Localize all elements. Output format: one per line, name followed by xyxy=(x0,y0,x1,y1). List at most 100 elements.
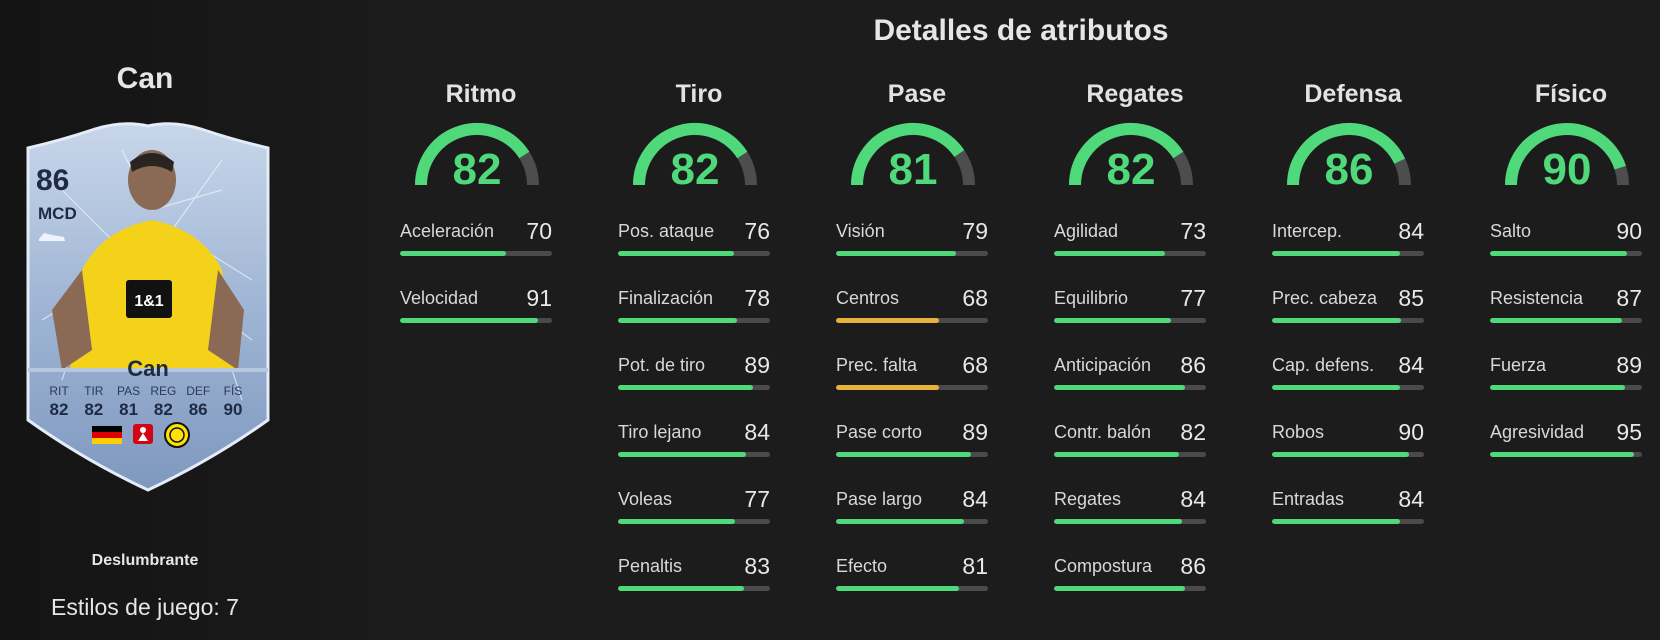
attribute-label: Aceleración xyxy=(400,221,495,241)
attribute-row: Compostura 86 xyxy=(1054,553,1206,623)
player-name-heading: Can xyxy=(116,62,174,95)
attribute-category: Regates 82 Agilidad 73 Equilibrio 77 Anticipac… xyxy=(1054,80,1244,623)
category-title: Regates xyxy=(1086,80,1184,108)
card-stats: RIT 82 TIR 82 PAS 81 REG 82 DEF 86 FÍS 90 xyxy=(42,384,250,420)
attribute-bar-fill xyxy=(1054,452,1179,457)
attribute-label: Anticipación xyxy=(1054,355,1152,375)
attribute-row: Pase corto 89 xyxy=(836,419,988,489)
attribute-bar xyxy=(400,251,552,256)
category-gauge: 82 xyxy=(412,119,552,195)
attribute-list: Pos. ataque 76 Finalización 78 Pot. de tiro 8… xyxy=(618,218,808,623)
attribute-row: Penaltis 83 xyxy=(618,553,770,623)
attribute-bar-fill xyxy=(1490,318,1623,323)
player-panel: Can 1&1 xyxy=(0,0,382,640)
card-frame: 1&1 xyxy=(26,122,270,492)
attribute-bar xyxy=(618,452,770,457)
attribute-label: Pase largo xyxy=(836,489,923,509)
attribute-label: Robos xyxy=(1272,422,1325,442)
attribute-row: Finalización 78 xyxy=(618,285,770,355)
attribute-row: Pos. ataque 76 xyxy=(618,218,770,288)
playstyle-name: Deslumbrante xyxy=(91,552,199,569)
attribute-bar-fill xyxy=(836,586,960,591)
attribute-row: Intercep. 84 xyxy=(1272,218,1424,288)
attribute-row: Fuerza 89 xyxy=(1490,352,1642,422)
attribute-label: Penaltis xyxy=(618,556,683,576)
card-rating: 86 xyxy=(36,164,70,197)
attribute-label: Intercep. xyxy=(1272,221,1343,241)
category-title: Defensa xyxy=(1304,80,1402,108)
attribute-bar-fill xyxy=(836,251,957,256)
attribute-value: 86 xyxy=(1180,352,1206,378)
attribute-label: Entradas xyxy=(1272,489,1345,509)
player-card[interactable]: 1&1 86 MCD Can RIT 82 TIR 82 PAS 81 REG 82 D… xyxy=(22,120,274,492)
attribute-row: Pot. de tiro 89 xyxy=(618,352,770,422)
attribute-row: Voleas 77 xyxy=(618,486,770,556)
playstyles-count: Estilos de juego: 7 xyxy=(51,594,239,620)
attribute-label: Agilidad xyxy=(1054,221,1119,241)
attribute-label: Voleas xyxy=(618,489,673,509)
attribute-label: Fuerza xyxy=(1490,355,1547,375)
attribute-row: Anticipación 86 xyxy=(1054,352,1206,422)
attribute-label: Resistencia xyxy=(1490,288,1584,308)
attribute-list: Intercep. 84 Prec. cabeza 85 Cap. defens. 84 R… xyxy=(1272,218,1462,556)
attribute-row: Prec. cabeza 85 xyxy=(1272,285,1424,355)
category-title: Tiro xyxy=(675,80,723,108)
gauge-fill xyxy=(633,123,748,186)
attribute-bar-fill xyxy=(1054,318,1172,323)
category-rating: 86 xyxy=(1324,145,1374,194)
attribute-bar xyxy=(836,452,988,457)
attribute-label: Pot. de tiro xyxy=(618,355,706,375)
attribute-bar xyxy=(1490,318,1642,323)
attribute-bar-fill xyxy=(1272,251,1400,256)
attribute-bar-fill xyxy=(618,519,736,524)
attribute-row: Contr. balón 82 xyxy=(1054,419,1206,489)
attribute-label: Pos. ataque xyxy=(618,221,715,241)
attribute-row: Equilibrio 77 xyxy=(1054,285,1206,355)
attribute-row: Cap. defens. 84 xyxy=(1272,352,1424,422)
attribute-value: 77 xyxy=(744,486,770,512)
attribute-value: 84 xyxy=(962,486,988,512)
attribute-bar xyxy=(1272,318,1424,323)
attribute-row: Pase largo 84 xyxy=(836,486,988,556)
attribute-value: 84 xyxy=(1180,486,1206,512)
attribute-bar xyxy=(618,251,770,256)
attribute-bar-fill xyxy=(1054,586,1185,591)
attribute-bar xyxy=(1054,452,1206,457)
attribute-row: Velocidad 91 xyxy=(400,285,552,355)
boot-icon xyxy=(39,233,65,241)
attribute-value: 83 xyxy=(744,553,770,579)
category-rating: 82 xyxy=(670,145,720,194)
attribute-row: Aceleración 70 xyxy=(400,218,552,288)
attribute-bar-fill xyxy=(618,318,737,323)
attribute-label: Agresividad xyxy=(1490,422,1585,442)
category-gauge: 90 xyxy=(1502,119,1642,195)
attribute-bar-fill xyxy=(1490,385,1626,390)
attribute-value: 89 xyxy=(1616,352,1642,378)
attribute-category: Defensa 86 Intercep. 84 Prec. cabeza 85 Cap. d… xyxy=(1272,80,1462,556)
attribute-label: Cap. defens. xyxy=(1272,355,1375,375)
attribute-bar xyxy=(1490,452,1642,457)
attribute-value: 73 xyxy=(1180,218,1206,244)
attribute-value: 82 xyxy=(1180,419,1206,445)
gauge-fill xyxy=(1069,123,1184,186)
attribute-value: 95 xyxy=(1616,419,1642,445)
attribute-bar xyxy=(1054,586,1206,591)
attribute-category: Ritmo 82 Aceleración 70 Velocidad 91 xyxy=(400,80,590,355)
attribute-value: 91 xyxy=(526,285,552,311)
attribute-label: Contr. balón xyxy=(1054,422,1152,442)
attribute-bar-fill xyxy=(1054,519,1182,524)
attribute-row: Resistencia 87 xyxy=(1490,285,1642,355)
gauge-fill xyxy=(1505,123,1626,186)
attribute-bar-fill xyxy=(400,318,539,323)
attribute-label: Centros xyxy=(836,288,900,308)
attribute-bar xyxy=(400,318,552,323)
category-gauge: 82 xyxy=(1066,119,1206,195)
attribute-bar xyxy=(1272,452,1424,457)
attribute-value: 84 xyxy=(1398,352,1424,378)
attribute-value: 90 xyxy=(1616,218,1642,244)
attribute-bar xyxy=(1272,251,1424,256)
attribute-bar xyxy=(1490,385,1642,390)
attribute-label: Pase corto xyxy=(836,422,923,442)
gauge-fill xyxy=(1287,123,1406,186)
gauge-fill xyxy=(851,123,965,186)
